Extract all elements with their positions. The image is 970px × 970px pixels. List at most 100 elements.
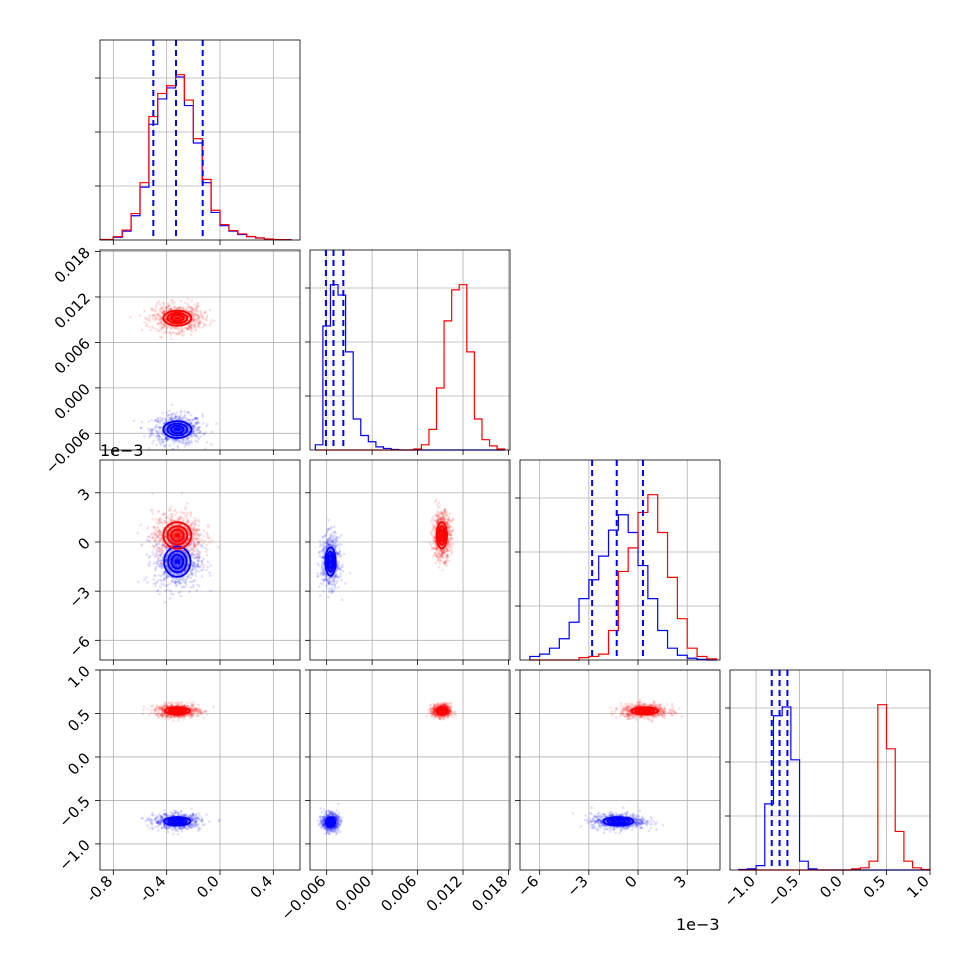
- scatter-point: [170, 298, 174, 302]
- scatter-point: [321, 573, 325, 576]
- scatter-point: [163, 535, 167, 539]
- scatter-point: [194, 317, 198, 321]
- scatter-point: [189, 511, 193, 514]
- scatter-point: [337, 585, 340, 589]
- scatter-point: [162, 513, 166, 517]
- scatter-point: [161, 440, 165, 444]
- scatter-point: [182, 826, 186, 830]
- scatter-point: [156, 815, 160, 819]
- scatter-point: [202, 529, 205, 532]
- scatter-point: [187, 824, 190, 828]
- scatter-point: [162, 323, 166, 327]
- scatter-point: [179, 299, 183, 303]
- scatter-point: [190, 418, 194, 422]
- scatter-point: [190, 567, 194, 571]
- scatter-point: [153, 818, 157, 822]
- scatter-point: [166, 306, 169, 310]
- scatter-point: [178, 515, 181, 519]
- scatter-point: [445, 513, 448, 517]
- scatter-point: [194, 433, 197, 437]
- scatter-point: [170, 326, 174, 329]
- scatter-point: [192, 821, 196, 824]
- scatter-point: [164, 323, 167, 326]
- scatter-point: [192, 430, 196, 433]
- scatter-point: [441, 513, 444, 517]
- scatter-point: [170, 331, 173, 335]
- scatter-point: [443, 508, 447, 511]
- scatter-point: [447, 525, 450, 529]
- scatter-point: [143, 578, 146, 581]
- scatter-point: [445, 547, 448, 551]
- scatter-point: [187, 530, 190, 534]
- scatter-point: [339, 574, 343, 578]
- scatter-point: [325, 541, 329, 545]
- scatter-point: [440, 512, 444, 516]
- scatter-point: [157, 530, 160, 533]
- scatter-point: [151, 517, 154, 521]
- scatter-point: [171, 813, 174, 817]
- scatter-point: [170, 515, 174, 519]
- scatter-point: [165, 704, 168, 707]
- scatter-point: [190, 327, 193, 330]
- scatter-point: [206, 523, 210, 527]
- scatter-point: [444, 511, 447, 515]
- scatter-point: [193, 825, 197, 828]
- scatter-point: [163, 535, 167, 539]
- scatter-point: [337, 554, 341, 558]
- scatter-point: [327, 537, 331, 541]
- scatter-point: [439, 553, 442, 556]
- scatter-point: [338, 567, 342, 571]
- scatter-point: [168, 596, 172, 600]
- scatter-point: [332, 578, 335, 582]
- scatter-point: [190, 306, 194, 310]
- scatter-point: [195, 555, 198, 559]
- scatter-point: [160, 518, 163, 522]
- scatter-point: [155, 562, 159, 566]
- scatter-point: [191, 553, 194, 556]
- scatter-point: [164, 574, 168, 578]
- scatter-point: [435, 547, 438, 551]
- scatter-point: [200, 820, 204, 824]
- scatter-point: [204, 447, 207, 450]
- scatter-point: [184, 441, 188, 445]
- scatter-point: [188, 418, 191, 422]
- scatter-point: [324, 533, 327, 536]
- scatter-point: [200, 545, 204, 549]
- scatter-point: [319, 573, 323, 576]
- scatter-point: [161, 433, 165, 437]
- scatter-point: [157, 314, 161, 317]
- scatter-point: [194, 426, 197, 429]
- scatter-point: [190, 312, 194, 315]
- scatter-point: [159, 315, 163, 319]
- scatter-point: [327, 542, 331, 546]
- scatter-point: [190, 307, 194, 311]
- scatter-point: [194, 522, 197, 525]
- scatter-point: [156, 434, 160, 437]
- scatter-point: [184, 827, 188, 830]
- scatter-point: [443, 518, 446, 522]
- scatter-point: [168, 582, 172, 586]
- scatter-point: [435, 503, 439, 506]
- scatter-point: [160, 556, 164, 559]
- scatter-point: [191, 822, 194, 826]
- scatter-point: [438, 554, 442, 558]
- scatter-point: [327, 582, 331, 586]
- scatter-point: [195, 529, 199, 532]
- scatter-point: [191, 563, 194, 567]
- scatter-point: [190, 547, 194, 551]
- scatter-point: [192, 527, 196, 531]
- scatter-point: [193, 562, 196, 565]
- scatter-point: [438, 558, 441, 562]
- scatter-point: [177, 573, 180, 577]
- scatter-point: [164, 548, 167, 551]
- scatter-point: [146, 581, 149, 584]
- scatter-point: [205, 531, 209, 535]
- scatter-point: [174, 416, 178, 419]
- scatter-point: [323, 572, 327, 576]
- scatter-point: [154, 817, 158, 821]
- scatter-point: [339, 568, 343, 572]
- scatter-point: [447, 559, 451, 563]
- scatter-point: [330, 591, 334, 594]
- scatter-point: [175, 332, 179, 336]
- scatter-point: [161, 522, 165, 525]
